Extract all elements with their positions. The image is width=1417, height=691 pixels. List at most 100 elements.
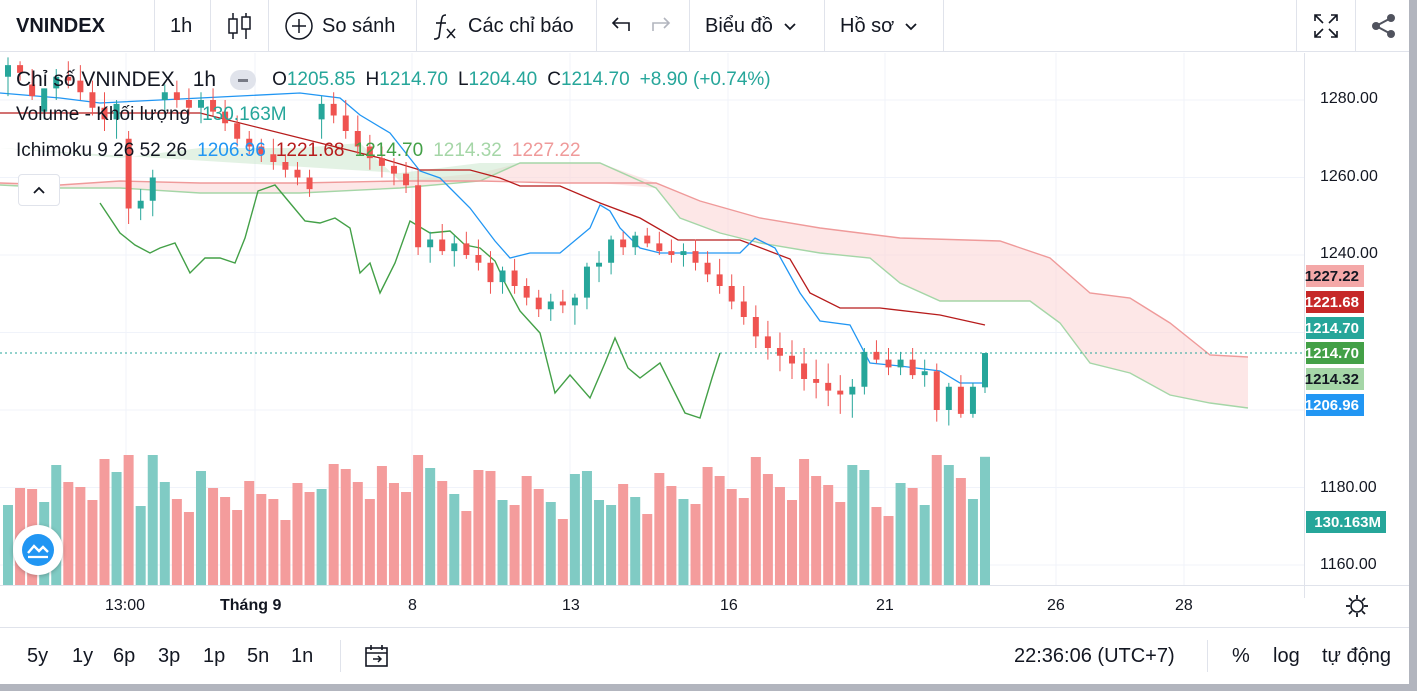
calendar-icon bbox=[365, 645, 388, 667]
bottom-separator bbox=[1207, 640, 1208, 672]
range-1n[interactable]: 1n bbox=[291, 628, 313, 684]
volume-bar bbox=[280, 520, 291, 585]
volume-bar bbox=[208, 488, 219, 585]
profile-menu-button[interactable]: Hồ sơ bbox=[840, 0, 918, 52]
indicators-button[interactable]: Các chỉ báo bbox=[432, 0, 574, 52]
volume-bar bbox=[364, 499, 375, 585]
high-label: H bbox=[365, 69, 380, 90]
volume-legend[interactable]: Volume - Khối lượng 130.163M bbox=[16, 104, 287, 126]
volume-bar bbox=[401, 492, 412, 585]
percent-scale-button[interactable]: % bbox=[1232, 628, 1250, 684]
volume-bar bbox=[738, 498, 749, 585]
candle-up bbox=[861, 351, 868, 387]
fullscreen-button[interactable] bbox=[1312, 0, 1340, 52]
profile-menu-label: Hồ sơ bbox=[840, 14, 895, 37]
candle-down bbox=[306, 177, 313, 190]
conversion-line-price-tag: 1206.96 bbox=[1305, 394, 1364, 416]
chart-menu-button[interactable]: Biểu đồ bbox=[705, 0, 797, 52]
candle-up bbox=[945, 386, 952, 410]
range-3p[interactable]: 3p bbox=[158, 628, 180, 684]
clock-display[interactable]: 22:36:06 (UTC+7) bbox=[1014, 628, 1175, 684]
goto-date-button[interactable] bbox=[364, 628, 390, 684]
range-1p[interactable]: 1p bbox=[203, 628, 225, 684]
chart-settings-button[interactable] bbox=[1344, 593, 1370, 624]
chart-pane[interactable]: 1280.00 1260.00 1240.00 1180.00 1160.00 … bbox=[0, 53, 1417, 638]
volume-bar bbox=[340, 469, 351, 585]
redo-button[interactable] bbox=[650, 0, 674, 52]
volume-bar bbox=[811, 476, 822, 585]
toolbar-separator bbox=[1296, 0, 1297, 52]
low-value: 1204.40 bbox=[468, 69, 538, 90]
last-price-tag: 1214.70 bbox=[1305, 317, 1364, 339]
toolbar-separator bbox=[689, 0, 690, 52]
volume-price-tag: 130.163M bbox=[1306, 511, 1386, 533]
share-button[interactable] bbox=[1370, 0, 1398, 52]
compare-label: So sánh bbox=[322, 14, 396, 37]
time-axis-label: 13:00 bbox=[105, 597, 146, 614]
conversion-value: 1206.96 bbox=[197, 140, 266, 161]
candle-down bbox=[185, 100, 192, 108]
top-toolbar: VNINDEX 1h So sánh Các chỉ báo bbox=[0, 0, 1417, 52]
volume-bar bbox=[316, 489, 327, 585]
hide-series-button[interactable] bbox=[230, 70, 257, 90]
candle-up bbox=[680, 251, 687, 255]
auto-scale-button[interactable]: tự động bbox=[1322, 628, 1391, 684]
candle-down bbox=[246, 138, 253, 147]
chevron-up-icon bbox=[33, 186, 45, 194]
candle-down bbox=[801, 363, 808, 379]
candle-down bbox=[957, 386, 964, 414]
candle-up bbox=[608, 239, 615, 263]
interval-label: 1h bbox=[170, 14, 193, 37]
compare-button[interactable]: So sánh bbox=[284, 0, 395, 52]
candle-down bbox=[366, 146, 373, 159]
volume-bar bbox=[63, 482, 74, 585]
chevron-down-icon bbox=[904, 15, 918, 38]
candle-up bbox=[318, 103, 325, 120]
plus-circle-icon bbox=[285, 12, 313, 40]
series-title: Chỉ số VNINDEX bbox=[16, 68, 175, 91]
volume-bar bbox=[111, 472, 122, 585]
undo-button[interactable] bbox=[608, 0, 632, 52]
range-5n[interactable]: 5n bbox=[247, 628, 269, 684]
main-series-legend[interactable]: Chỉ số VNINDEX 1h O 1205.85 H 1214.70 L … bbox=[16, 68, 771, 92]
range-6p[interactable]: 6p bbox=[113, 628, 135, 684]
candle-down bbox=[258, 146, 265, 155]
volume-bar bbox=[135, 506, 146, 585]
leading-span-b bbox=[0, 180, 1249, 358]
price-axis-label: 1280.00 bbox=[1320, 90, 1378, 107]
collapse-legend-button[interactable] bbox=[18, 174, 60, 206]
function-icon bbox=[433, 14, 456, 40]
toolbar-separator bbox=[1355, 0, 1356, 52]
interval-button[interactable]: 1h bbox=[170, 0, 192, 52]
chart-type-button[interactable] bbox=[226, 0, 254, 52]
toolbar-separator bbox=[154, 0, 155, 52]
range-5y[interactable]: 5y bbox=[27, 628, 48, 684]
candle-down bbox=[559, 301, 566, 306]
volume-bar bbox=[678, 499, 689, 585]
candle-down bbox=[475, 255, 482, 263]
candle-down bbox=[222, 111, 229, 124]
minus-icon bbox=[238, 78, 249, 82]
ichimoku-legend[interactable]: Ichimoku 9 26 52 26 1206.96 1221.68 1214… bbox=[16, 140, 581, 162]
conversion-line bbox=[0, 92, 985, 384]
open-label: O bbox=[272, 69, 287, 90]
close-value: 1214.70 bbox=[560, 69, 630, 90]
symbol-search[interactable]: VNINDEX bbox=[16, 0, 105, 52]
volume-bars bbox=[3, 455, 990, 585]
volume-bar bbox=[714, 476, 725, 585]
volume-bar bbox=[557, 519, 568, 585]
volume-bar bbox=[750, 457, 761, 585]
price-chart[interactable] bbox=[0, 53, 1417, 638]
volume-bar bbox=[449, 494, 460, 585]
range-label: 5n bbox=[247, 644, 270, 667]
candle-up bbox=[921, 371, 928, 376]
volume-bar bbox=[787, 500, 798, 585]
candle-down bbox=[89, 92, 96, 108]
price-axis-label: 1180.00 bbox=[1320, 479, 1377, 496]
range-1y[interactable]: 1y bbox=[72, 628, 93, 684]
log-scale-button[interactable]: log bbox=[1273, 628, 1300, 684]
candle-up bbox=[197, 100, 204, 108]
time-axis-label: Tháng 9 bbox=[220, 597, 282, 614]
tradingview-logo[interactable] bbox=[13, 525, 63, 575]
candle-down bbox=[873, 351, 880, 360]
